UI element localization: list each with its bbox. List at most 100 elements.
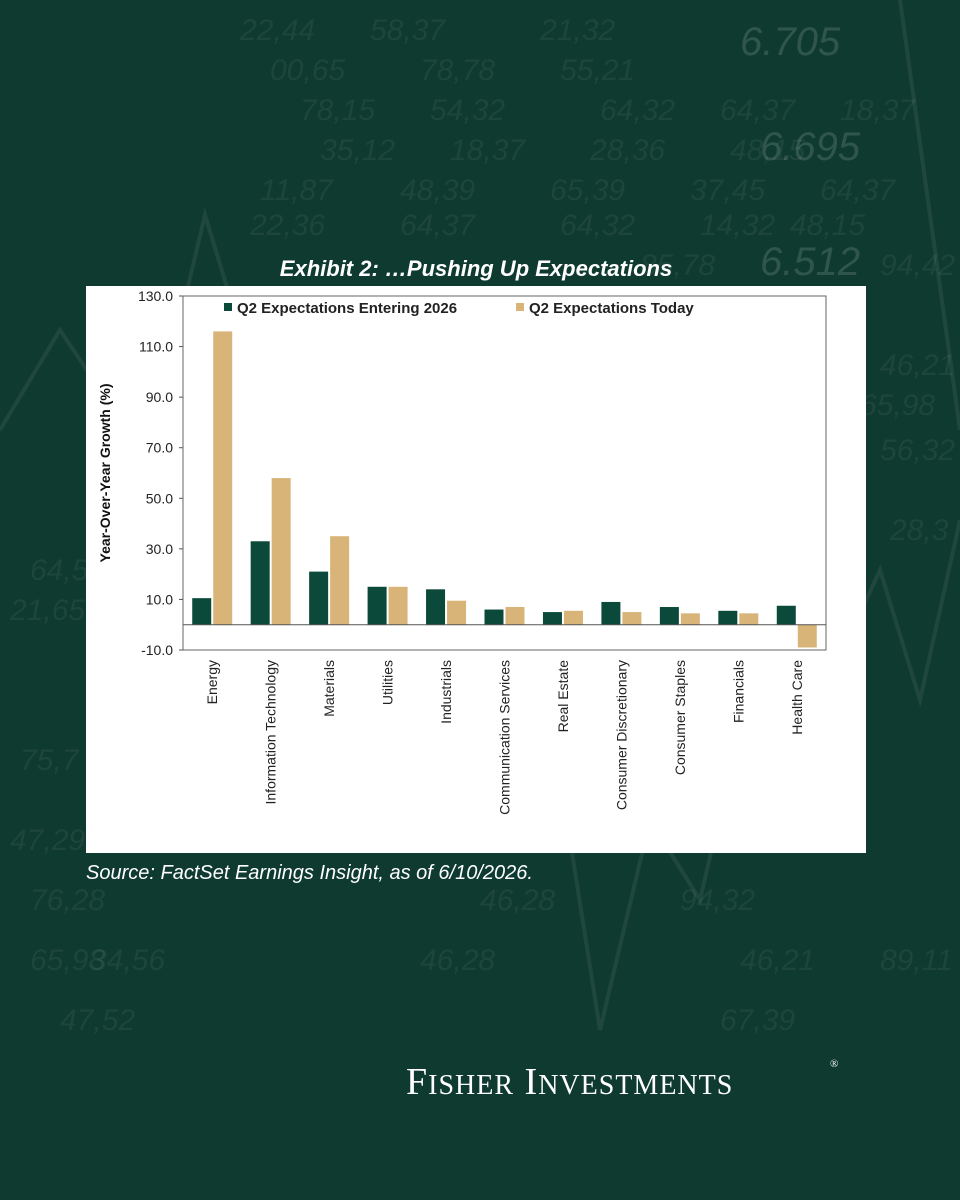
background-number: 65,98 [860, 389, 935, 422]
background-number: 22,44 [239, 14, 315, 47]
bar-entering-2026 [718, 610, 738, 625]
category-label: Consumer Staples [672, 660, 688, 775]
legend-label: Q2 Expectations Today [529, 300, 694, 317]
category-label: Financials [730, 660, 746, 723]
background-number: 22,36 [249, 209, 325, 242]
background-number: 64,32 [560, 209, 635, 242]
bar-today [739, 613, 759, 625]
fisher-investments-logo: FISHER INVESTMENTS ® [406, 1058, 840, 1103]
chart-panel: 130.0 110.0 90.0 70.0 50.0 30.0 10.0 -10.0 Year-… [86, 286, 866, 853]
bar-today [447, 600, 467, 625]
background-number: 34,56 [90, 944, 165, 977]
background-number: 65,98 [30, 944, 105, 977]
background-number: 6.705 [740, 20, 841, 64]
bar-entering-2026 [426, 589, 446, 625]
bar-entering-2026 [309, 571, 329, 625]
background-number: 56,32 [880, 434, 955, 467]
background-number: 94,42 [880, 249, 955, 282]
background-number: 58,37 [370, 14, 446, 47]
category-label: Consumer Discretionary [613, 660, 629, 810]
background-number: 55,21 [560, 54, 635, 87]
category-label: Communication Services [497, 660, 513, 815]
bar-chart: 130.0 110.0 90.0 70.0 50.0 30.0 10.0 -10.0 Year-… [97, 288, 827, 815]
background-number: 21,32 [539, 14, 615, 47]
background-number: 14,32 [700, 209, 775, 242]
background-number: 37,45 [690, 174, 765, 207]
background-number: 46,21 [880, 349, 955, 382]
category-label: Materials [321, 660, 337, 717]
background-number: 46,21 [740, 944, 815, 977]
background-number: 21,65 [9, 594, 85, 627]
bar-entering-2026 [192, 598, 212, 625]
bar-entering-2026 [659, 607, 679, 625]
y-tick-label: 90.0 [146, 389, 173, 405]
background-number: 6.695 [760, 125, 861, 169]
background-number: 78,15 [300, 94, 375, 127]
y-axis-label: Year-Over-Year Growth (%) [97, 384, 113, 563]
bar-today [797, 624, 817, 648]
background-number: 64,32 [600, 94, 675, 127]
y-tick-label: 110.0 [139, 339, 173, 355]
y-tick-label: -10.0 [141, 642, 173, 658]
category-label: Industrials [438, 660, 454, 724]
background-number: 85,78 [640, 249, 715, 282]
background-diagonal-line [898, 0, 960, 431]
category-label: Utilities [380, 660, 396, 705]
background-number: 48,15 [790, 209, 865, 242]
background-number: 47,29 [10, 824, 85, 857]
legend-swatch [516, 303, 524, 311]
bar-entering-2026 [776, 605, 796, 625]
bar-today [622, 612, 642, 625]
legend-swatch [224, 303, 232, 311]
background-number: 48,39 [400, 174, 475, 207]
bar-entering-2026 [601, 601, 621, 625]
bar-entering-2026 [250, 541, 270, 625]
background-number: 78,78 [420, 54, 495, 87]
bar-today [388, 586, 408, 625]
legend-label: Q2 Expectations Entering 2026 [237, 300, 457, 317]
category-label: Real Estate [555, 660, 571, 733]
background-number: 28,3 [889, 514, 949, 547]
background-number: 00,65 [270, 54, 345, 87]
bar-today [505, 607, 525, 625]
background-number: 89,11 [880, 944, 953, 977]
bar-entering-2026 [484, 609, 504, 625]
background-number: 64,37 [720, 94, 796, 127]
category-label: Energy [204, 660, 220, 704]
background-number: 64,37 [400, 209, 476, 242]
background-number: 94,32 [680, 884, 755, 917]
background-number: 75,7 [20, 744, 80, 777]
background-number: 6.512 [760, 240, 860, 284]
bar-entering-2026 [367, 586, 387, 625]
bar-today [271, 478, 291, 625]
background-number: 18,37 [450, 134, 526, 167]
background-number: 28,36 [589, 134, 665, 167]
background-number: 11,87 [260, 174, 334, 207]
exhibit-title: Exhibit 2: …Pushing Up Expectations [279, 256, 673, 281]
background-number: 64,5 [30, 554, 89, 587]
bar-today [330, 536, 350, 625]
y-tick-label: 50.0 [146, 490, 173, 506]
y-tick-label: 10.0 [146, 591, 173, 607]
background-number: 46,28 [480, 884, 555, 917]
background-number: 76,28 [30, 884, 105, 917]
category-label: Information Technology [263, 660, 279, 805]
background-number: 67,39 [720, 1004, 795, 1037]
bar-entering-2026 [542, 612, 562, 625]
background-number: 54,32 [430, 94, 505, 127]
background-number: 64,37 [820, 174, 896, 207]
bar-today [680, 613, 700, 625]
background-number: 65,39 [550, 174, 625, 207]
y-tick-label: 130.0 [138, 288, 173, 304]
background-number: 18,37 [840, 94, 916, 127]
y-tick-label: 70.0 [146, 440, 173, 456]
background-number: 48,15 [730, 134, 805, 167]
category-label: Health Care [789, 660, 805, 735]
background-number: 35,12 [320, 134, 395, 167]
bar-today [563, 610, 583, 625]
y-tick-label: 30.0 [146, 541, 173, 557]
source-note: Source: FactSet Earnings Insight, as of … [86, 862, 533, 884]
background-number: 46,28 [420, 944, 495, 977]
bar-today [213, 331, 233, 625]
